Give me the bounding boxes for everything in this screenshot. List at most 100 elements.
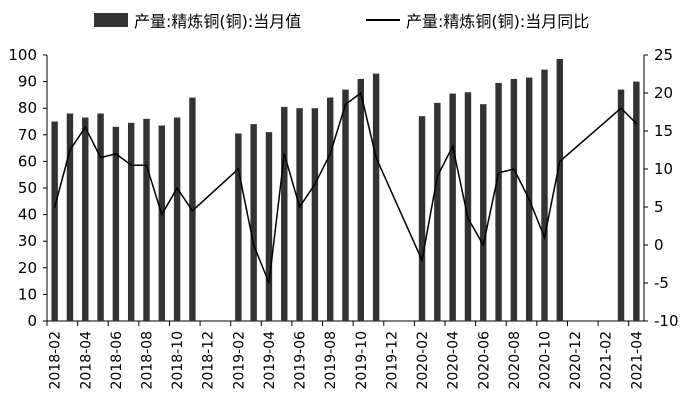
y-right-tick-label: -5 [654, 274, 669, 292]
bar [633, 81, 640, 321]
bar [311, 108, 319, 321]
y-right-tick-label: 20 [654, 84, 673, 102]
bar [464, 92, 472, 322]
yoy-point [53, 206, 56, 208]
bar [434, 102, 441, 321]
legend-item-line: 产量:精炼铜(铜):当月同比 [366, 8, 589, 32]
bar [357, 78, 365, 321]
yoy-point [69, 149, 71, 151]
bar [449, 93, 456, 321]
yoy-point [314, 183, 316, 185]
y-right-tick-label: 10 [654, 160, 673, 178]
yoy-point [115, 153, 117, 155]
bar [97, 113, 104, 322]
y-left-tick-label: 0 [27, 312, 37, 330]
yoy-point [375, 156, 377, 159]
y-right-tick-label: 5 [654, 198, 664, 216]
yoy-point [513, 168, 515, 170]
legend-line-label: 产量:精炼铜(铜):当月同比 [406, 12, 590, 31]
bar [480, 104, 487, 322]
x-tick-label: 2020-12 [568, 331, 584, 390]
yoy-point [283, 153, 286, 155]
x-tick-label: 2018-02 [48, 331, 64, 390]
bar [112, 126, 120, 321]
bar [82, 117, 89, 321]
yoy-point [543, 236, 546, 239]
legend-item-bar: 产量:精炼铜(铜):当月值 [94, 8, 301, 32]
y-left-tick-label: 80 [18, 99, 37, 117]
yoy-point [252, 244, 255, 246]
y-right-tick-label: 0 [654, 236, 664, 254]
y-left-tick-label: 60 [18, 152, 37, 170]
bar [617, 89, 625, 321]
yoy-point [360, 92, 362, 94]
bar [265, 132, 273, 321]
y-left-tick-label: 70 [18, 126, 37, 144]
yoy-point [635, 122, 638, 125]
bar [250, 124, 257, 321]
bar [296, 108, 303, 321]
legend-bar-swatch [94, 13, 128, 27]
yoy-point [620, 107, 622, 109]
yoy-point [329, 153, 331, 155]
y-left-tick-label: 30 [18, 232, 37, 250]
yoy-point [421, 259, 423, 262]
y-right-tick-label: 15 [654, 122, 673, 140]
bar [556, 58, 564, 322]
yoy-point [559, 160, 561, 163]
yoy-point [344, 103, 347, 106]
bar [51, 121, 58, 321]
x-tick-label: 2021-04 [629, 331, 645, 390]
x-tick-label: 2020-04 [446, 331, 462, 390]
bar [495, 82, 502, 322]
yoy-point [145, 164, 148, 166]
x-tick-label: 2019-06 [293, 331, 309, 390]
x-tick-label: 2020-08 [507, 331, 523, 390]
y-left-tick-label: 10 [18, 285, 37, 303]
yoy-point [482, 244, 485, 246]
x-tick-label: 2019-02 [231, 331, 247, 390]
bar [510, 78, 518, 321]
yoy-point [99, 156, 102, 159]
legend: 产量:精炼铜(铜):当月值 产量:精炼铜(铜):当月同比 [0, 8, 694, 32]
bar [326, 97, 334, 321]
yoy-point [191, 210, 194, 212]
x-tick-label: 2018-06 [109, 331, 125, 390]
x-tick-label: 2018-04 [78, 331, 94, 390]
x-tick-label: 2019-12 [384, 331, 400, 390]
x-tick-label: 2021-02 [599, 331, 615, 390]
bar [66, 113, 74, 322]
legend-bar-label: 产量:精炼铜(铜):当月值 [134, 12, 302, 31]
bar [158, 125, 166, 322]
y-right-tick-label: 25 [654, 46, 673, 64]
y-left-tick-label: 40 [18, 206, 37, 224]
y-right-tick-label: -10 [654, 312, 679, 330]
yoy-point [436, 175, 439, 178]
yoy-point [497, 172, 500, 174]
x-tick-label: 2019-10 [354, 331, 370, 390]
x-tick-label: 2018-10 [170, 331, 186, 390]
y-left-tick-label: 50 [18, 179, 37, 197]
y-left-tick-label: 100 [8, 46, 37, 64]
x-tick-label: 2018-08 [140, 331, 156, 390]
bar [372, 73, 380, 322]
bar [235, 133, 242, 321]
bar [143, 118, 150, 321]
x-tick-label: 2020-06 [476, 331, 492, 390]
bar [189, 97, 196, 321]
bar [127, 122, 135, 321]
yoy-point [268, 282, 270, 284]
x-tick-label: 2019-08 [323, 331, 339, 390]
bar [418, 116, 426, 322]
bar [541, 69, 548, 321]
yoy-point [161, 213, 163, 216]
yoy-point [528, 198, 530, 201]
y-left-tick-label: 20 [18, 259, 37, 277]
yoy-point [84, 126, 87, 128]
yoy-point [176, 187, 178, 189]
yoy-point [467, 217, 469, 220]
bar [281, 106, 288, 322]
bar [342, 89, 349, 321]
